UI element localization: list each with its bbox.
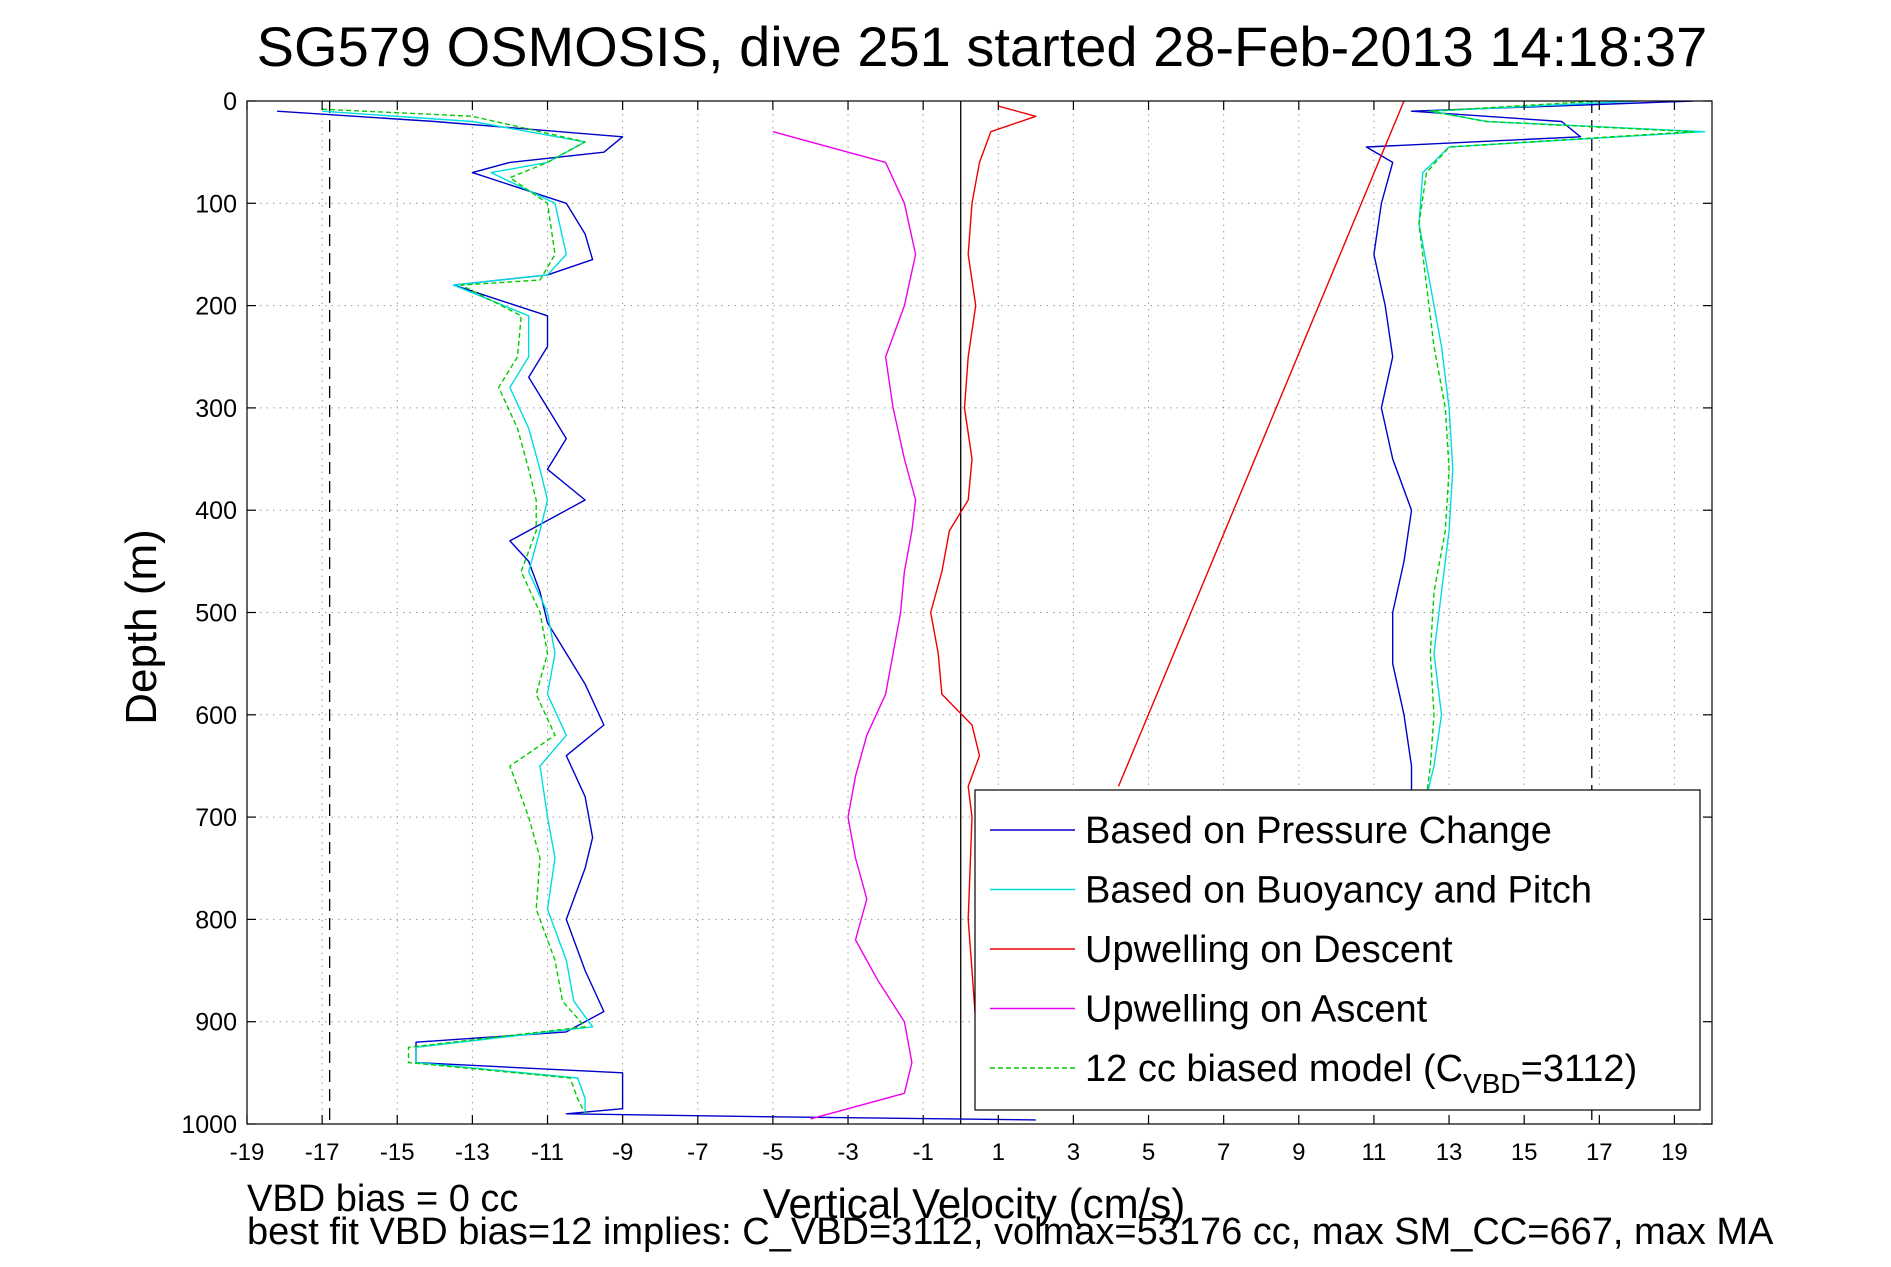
x-tick-label: -13 <box>455 1139 490 1166</box>
legend: Based on Pressure Change Based on Buoyanc… <box>974 789 1701 1111</box>
chart-title: SG579 OSMOSIS, dive 251 started 28-Feb-2… <box>257 15 1708 78</box>
reference-lines <box>328 101 1593 1124</box>
y-tick-label: 300 <box>195 395 237 423</box>
legend-label-text: Upwelling on Ascent <box>1085 989 1428 1031</box>
x-tick-label: -11 <box>531 1139 564 1166</box>
x-tick-label: -9 <box>612 1139 633 1166</box>
legend-label: Based on Pressure Change <box>1085 810 1552 852</box>
y-tick-label: 0 <box>223 88 237 116</box>
y-tick-label: 800 <box>195 906 237 934</box>
series-layer <box>277 101 1706 1121</box>
x-tick-label: 13 <box>1436 1139 1463 1166</box>
legend-label: 12 cc biased model (CVBD=3112) <box>1085 1048 1637 1099</box>
series-line-upwelling-on-descent <box>930 105 1037 1110</box>
x-tick-label: 9 <box>1292 1139 1305 1166</box>
y-tick-label: 1000 <box>181 1111 237 1139</box>
series-line-12-cc-biased-model-c-vbd-3112 <box>322 108 586 1115</box>
series-line-based-on-pressure-change <box>277 110 1036 1121</box>
y-tick-label: 600 <box>195 702 237 730</box>
legend-box <box>974 789 1701 1111</box>
x-tick-label: 11 <box>1361 1139 1386 1166</box>
x-tick-label: -7 <box>687 1139 708 1166</box>
x-tick-label: -1 <box>912 1139 933 1166</box>
x-tick-label: 3 <box>1067 1139 1080 1166</box>
x-axis-label: Vertical Velocity (cm/s) <box>763 1180 1185 1227</box>
footnote-vbd-bias: VBD bias = 0 cc <box>247 1178 519 1220</box>
x-tick-label: -19 <box>230 1139 265 1166</box>
x-tick-label: -15 <box>380 1139 415 1166</box>
x-tick-label: -17 <box>305 1139 340 1166</box>
series-line-based-on-pressure-change <box>1365 101 1694 797</box>
legend-label: Upwelling on Descent <box>1085 929 1453 971</box>
legend-label-tail: =3112) <box>1521 1048 1638 1090</box>
series-line-upwelling-on-descent <box>1117 101 1405 787</box>
legend-label-subscript: VBD <box>1463 1068 1521 1099</box>
y-tick-label: 100 <box>195 190 237 218</box>
y-tick-label: 400 <box>195 497 237 525</box>
x-tick-label: 17 <box>1586 1139 1613 1166</box>
x-tick-label: -5 <box>762 1139 783 1166</box>
series-line-based-on-buoyancy-and-pitch <box>322 110 594 1114</box>
x-tick-label: 5 <box>1142 1139 1155 1166</box>
ticks: -19 -17 -15 -13 -11 -9 -7 -5 -3 -1 1 3 5 7 9 11 13 15 17 19… <box>181 88 1712 1166</box>
legend-label-text: Based on Pressure Change <box>1085 810 1552 852</box>
series-line-upwelling-on-ascent <box>772 131 917 1120</box>
x-tick-label: -3 <box>837 1139 858 1166</box>
legend-label-text: Upwelling on Descent <box>1085 929 1453 971</box>
x-tick-label: 19 <box>1661 1139 1688 1166</box>
footnote-best-fit: best fit VBD bias=12 implies: C_VBD=3112… <box>247 1211 1774 1253</box>
x-tick-label: 1 <box>992 1139 1005 1166</box>
y-tick-label: 700 <box>195 804 237 832</box>
x-tick-label: 7 <box>1217 1139 1230 1166</box>
y-tick-label: 500 <box>195 600 237 628</box>
series-line-based-on-buoyancy-and-pitch <box>1418 101 1706 797</box>
series-line-12-cc-biased-model-c-vbd-3112 <box>1418 101 1694 797</box>
legend-label-text: Based on Buoyancy and Pitch <box>1085 870 1592 912</box>
y-axis-label: Depth (m) <box>117 529 166 725</box>
y-tick-label: 900 <box>195 1009 237 1037</box>
legend-label: Upwelling on Ascent <box>1085 989 1428 1031</box>
legend-label: Based on Buoyancy and Pitch <box>1085 870 1592 912</box>
legend-label-text: 12 cc biased model (C <box>1085 1048 1463 1090</box>
y-tick-label: 200 <box>195 293 237 321</box>
x-tick-label: 15 <box>1511 1139 1538 1166</box>
